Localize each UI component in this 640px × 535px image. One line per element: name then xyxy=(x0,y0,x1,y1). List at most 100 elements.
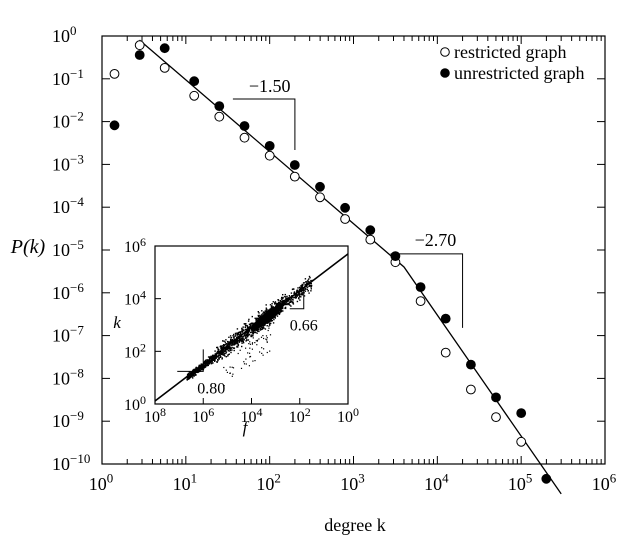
inset-scatter-dot xyxy=(245,337,248,339)
inset-scatter-dot xyxy=(309,277,311,279)
inset-scatter-dot xyxy=(300,287,303,289)
inset-scatter-dot xyxy=(225,351,228,353)
inset-outlier-dot xyxy=(266,339,268,341)
inset-scatter-dot xyxy=(264,321,267,324)
inset-scatter-dot xyxy=(231,349,233,351)
inset-scatter-dot xyxy=(233,349,235,352)
inset-outlier-dot xyxy=(259,351,261,353)
inset-scatter-dot xyxy=(228,348,231,350)
inset-scatter-dot xyxy=(209,357,211,359)
inset-x-tick-label: 108 xyxy=(144,405,166,426)
inset-scatter-dot xyxy=(225,352,227,355)
inset-scatter-dot xyxy=(267,312,270,315)
inset-scatter-dot xyxy=(237,343,239,345)
inset-scatter-dot xyxy=(233,343,235,346)
inset-scatter-dot xyxy=(243,335,246,337)
inset-scatter-dot xyxy=(259,321,262,324)
inset-scatter-dot xyxy=(212,359,215,361)
inset-scatter-dot xyxy=(242,326,244,328)
inset-outlier-dot xyxy=(266,351,268,354)
inset-scatter-dot xyxy=(219,354,221,356)
restricted-point xyxy=(214,111,225,122)
inset-scatter-dot xyxy=(232,335,234,337)
inset-scatter-dot xyxy=(257,311,259,313)
inset-scatter-dot xyxy=(216,356,218,358)
inset-scatter-dot xyxy=(230,338,232,341)
inset-scatter-dot xyxy=(226,346,228,349)
inset-scatter-dot xyxy=(278,302,280,304)
inset-scatter-dot xyxy=(257,327,259,329)
inset-scatter-dot xyxy=(211,362,213,365)
inset-scatter-dot xyxy=(293,292,295,294)
inset-scatter-dot xyxy=(200,368,203,370)
inset-scatter-dot xyxy=(298,297,300,300)
inset-scatter-dot xyxy=(217,349,220,351)
inset-outlier-dot xyxy=(265,338,267,340)
inset-scatter-dot xyxy=(242,336,244,338)
inset-scatter-dot xyxy=(192,375,195,377)
inset-scatter-dot xyxy=(308,292,310,294)
inset-outlier-dot xyxy=(232,373,234,375)
restricted-point xyxy=(415,296,426,307)
inset-scatter-dot xyxy=(198,367,200,370)
inset-outlier-dot xyxy=(232,367,235,369)
inset-scatter-dot xyxy=(236,335,238,337)
inset-scatter-dot xyxy=(240,336,243,338)
inset-fit-line xyxy=(154,253,349,402)
inset-scatter-dot xyxy=(258,312,260,314)
inset-scatter-dot xyxy=(288,295,291,297)
restricted-point xyxy=(466,384,476,395)
inset-scatter-dot xyxy=(233,341,235,344)
inset-scatter-dot xyxy=(224,351,226,353)
inset-scatter-dot xyxy=(310,290,312,292)
inset-plot: 108 106 104 102 100 100 102 104 106 f k 0.80 0.6… xyxy=(113,235,360,437)
inset-outlier-dot xyxy=(263,348,265,350)
slope-bracket-270 xyxy=(390,253,464,328)
inset-scatter-dot xyxy=(257,314,259,317)
inset-scatter-dot xyxy=(216,350,219,353)
inset-scatter-dot xyxy=(261,313,263,316)
inset-scatter-dot xyxy=(242,339,244,341)
legend-label-restricted: restricted graph xyxy=(454,42,566,62)
inset-scatter-dot xyxy=(222,347,224,349)
x-tick-label: 102 xyxy=(256,470,280,494)
inset-scatter-dot xyxy=(219,354,221,357)
inset-scatter-dot xyxy=(224,355,226,357)
inset-scatter-dot xyxy=(255,324,258,326)
inset-outlier-dot xyxy=(256,339,259,341)
inset-scatter-dot xyxy=(303,295,306,297)
inset-outlier-dot xyxy=(249,356,251,358)
inset-scatter-dot xyxy=(241,340,243,343)
slope-label-270: −2.70 xyxy=(415,230,457,250)
inset-scatter-dot xyxy=(230,341,232,343)
restricted-point xyxy=(159,63,170,73)
inset-outlier-dot xyxy=(245,347,247,349)
inset-y-axis: 100 102 104 106 xyxy=(124,235,161,414)
inset-scatter-dot xyxy=(262,326,265,328)
inset-scatter-dot xyxy=(278,304,281,306)
inset-scatter-dot xyxy=(230,347,232,350)
inset-scatter-dot xyxy=(263,321,266,324)
inset-scatter-dot xyxy=(222,344,225,346)
inset-scatter-dot xyxy=(284,299,286,301)
inset-scatter-dot xyxy=(222,354,224,356)
inset-scatter-dot xyxy=(229,335,232,337)
y-tick-label: 10−2 xyxy=(52,109,84,132)
restricted-point xyxy=(340,214,351,224)
inset-scatter-dot xyxy=(205,362,207,365)
inset-scatter-dot xyxy=(220,348,222,350)
inset-scatter-dot xyxy=(189,375,191,377)
inset-scatter-dot xyxy=(213,358,215,360)
inset-outlier-dot xyxy=(243,361,245,363)
inset-scatter-dot xyxy=(248,333,251,336)
inset-scatter-dot xyxy=(193,368,195,371)
inset-scatter-dot xyxy=(252,331,255,333)
inset-scatter-dot xyxy=(298,294,300,296)
inset-scatter-dot xyxy=(296,290,299,292)
inset-scatter-dot xyxy=(294,294,297,297)
inset-scatter-dot xyxy=(266,317,269,320)
inset-scatter-dot xyxy=(285,301,288,303)
inset-scatter-dot xyxy=(307,281,310,283)
restricted-point xyxy=(365,234,376,245)
inset-scatter-dot xyxy=(245,336,247,338)
